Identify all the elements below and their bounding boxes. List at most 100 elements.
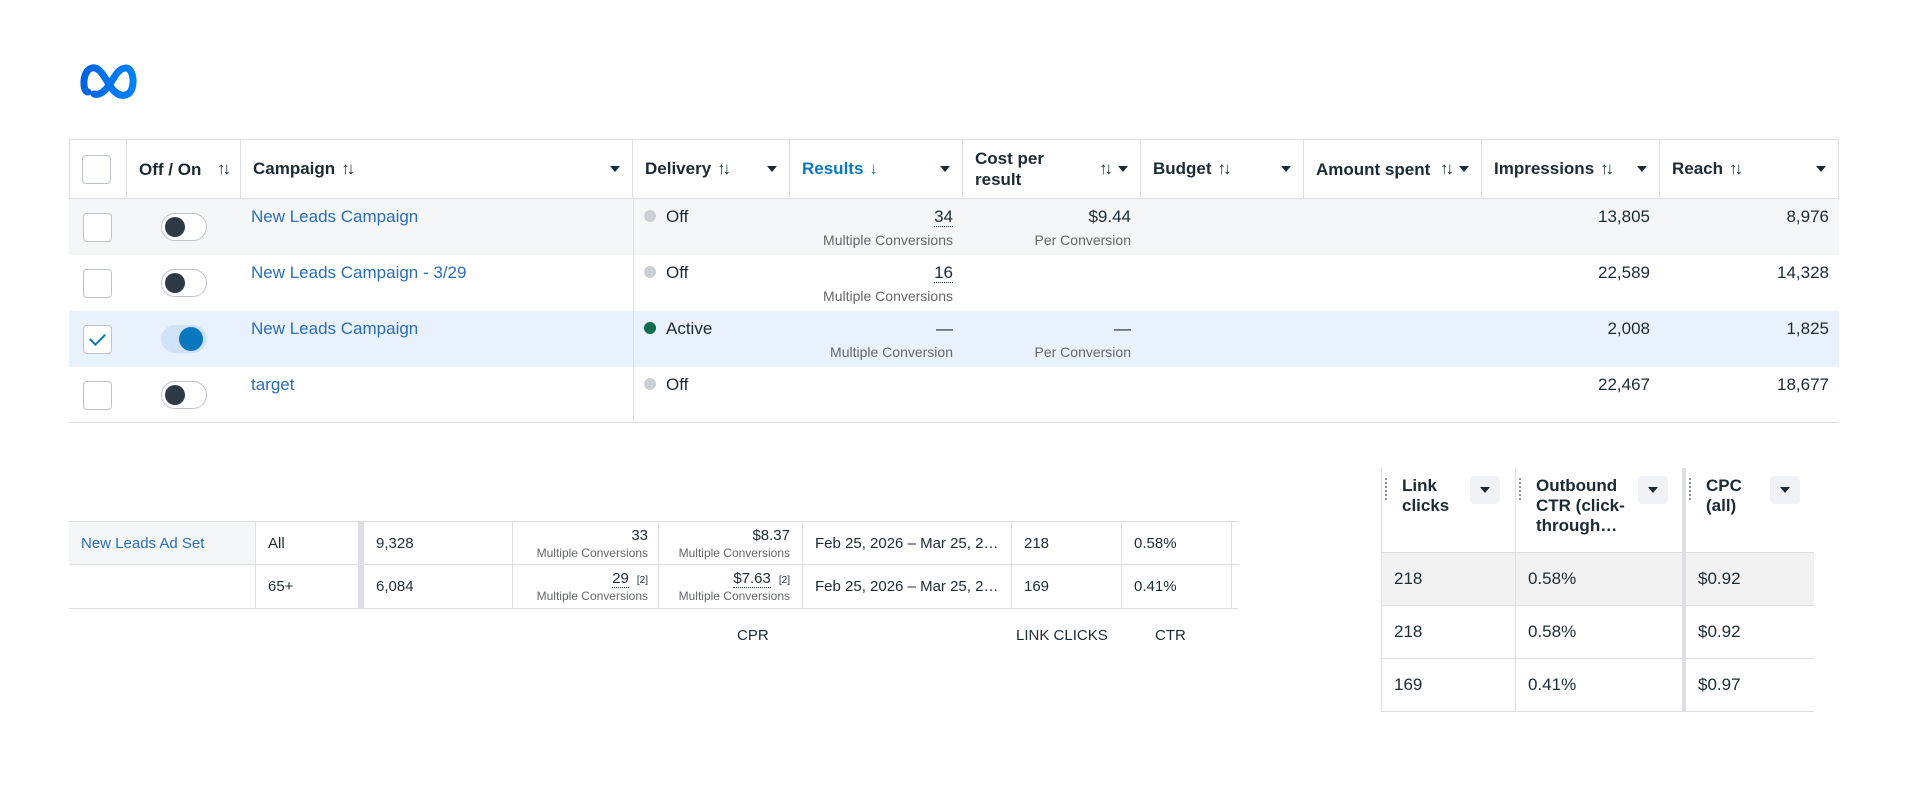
header-cost-per-result-label: Cost per result	[975, 149, 1044, 189]
cpr-value: $8.37	[752, 526, 790, 544]
budget-cell	[1141, 255, 1304, 311]
column-menu-caret-icon[interactable]	[1637, 166, 1647, 172]
row-toggle-cell	[127, 255, 241, 311]
delivery-status-dot-icon	[644, 378, 656, 390]
sort-icon[interactable]: ↑↓	[1099, 159, 1113, 178]
budget-cell	[1141, 199, 1304, 255]
header-delivery[interactable]: Delivery ↑↓	[633, 140, 790, 198]
campaign-name-link[interactable]: New Leads Campaign	[251, 319, 419, 338]
row-checkbox[interactable]	[83, 381, 112, 410]
campaign-name-cell: New Leads Campaign - 3/29	[241, 255, 633, 311]
row-checkbox[interactable]	[83, 269, 112, 298]
results-value[interactable]: 34	[934, 207, 953, 227]
column-menu-caret-icon[interactable]	[1118, 166, 1128, 172]
header-link-clicks-label: Link clicks	[1402, 476, 1450, 515]
campaign-name-cell: target	[241, 367, 633, 422]
adset-name-link[interactable]: New Leads Ad Set	[81, 534, 205, 552]
delivery-status-dot-icon	[644, 322, 656, 334]
cpr-caption: CPR	[737, 627, 769, 644]
campaign-on-off-toggle[interactable]	[161, 269, 207, 297]
delivery-status-dot-icon	[644, 210, 656, 222]
sort-icon[interactable]: ↑↓	[1217, 159, 1232, 178]
campaign-row[interactable]: New Leads Campaign - 3/29 Off 16 Multiple C…	[69, 255, 1839, 311]
campaign-row[interactable]: New Leads Campaign Off 34 Multiple Conversi…	[69, 199, 1839, 255]
header-amount-spent[interactable]: Amount spent ↑↓	[1304, 140, 1482, 198]
adset-table: New Leads Ad Set All 9,328 33 Multiple C…	[69, 521, 1239, 609]
campaign-on-off-toggle[interactable]	[161, 381, 207, 409]
adset-name-cell[interactable]: New Leads Ad Set	[69, 522, 255, 564]
outbound-ctr-cell: 0.58%	[1515, 553, 1685, 605]
campaign-row[interactable]: New Leads Campaign Active — Multiple Conver…	[69, 311, 1839, 367]
drag-handle-icon[interactable]	[1689, 478, 1692, 500]
cpr-cell: $8.37 Multiple Conversions	[659, 522, 803, 564]
ctr-cell: 0.41%	[1122, 565, 1232, 608]
header-outbound-ctr[interactable]: Outbound CTR (click-through…	[1515, 468, 1685, 552]
results-cell: 16 Multiple Conversions	[790, 255, 963, 311]
column-menu-caret-icon[interactable]	[1770, 476, 1800, 504]
sort-icon[interactable]: ↑↓	[1729, 159, 1743, 178]
campaign-on-off-toggle[interactable]	[161, 213, 207, 241]
results-value[interactable]: 16	[934, 263, 953, 283]
header-reach[interactable]: Reach ↑↓	[1660, 140, 1839, 198]
row-select-cell	[69, 311, 127, 367]
cost-per-result-value: —	[1114, 319, 1131, 338]
drag-handle-icon[interactable]	[1519, 478, 1522, 500]
sort-icon[interactable]: ↑↓	[341, 159, 355, 178]
cpr-value[interactable]: $7.63	[733, 570, 771, 588]
row-checkbox[interactable]	[83, 213, 112, 242]
metrics-row: 218 0.58% $0.92	[1381, 606, 1814, 659]
amount-spent-cell	[1304, 311, 1482, 367]
results-value-wrap: 29 [2]	[612, 570, 648, 588]
sort-icon[interactable]: ↑↓	[717, 159, 731, 178]
amount-spent-cell	[1304, 367, 1482, 422]
header-cost-per-result[interactable]: Cost per result ↑↓	[963, 140, 1141, 198]
column-menu-caret-icon[interactable]	[1816, 166, 1826, 172]
header-toggle[interactable]: Off / On ↑↓	[127, 140, 241, 198]
column-menu-caret-icon[interactable]	[1281, 166, 1291, 172]
toggle-knob	[165, 217, 185, 237]
campaign-row[interactable]: target Off 22,467 18,677	[69, 367, 1839, 423]
column-menu-caret-icon[interactable]	[1459, 166, 1469, 172]
delivery-status: Off	[666, 375, 689, 394]
drag-handle-icon[interactable]	[1385, 478, 1388, 500]
column-menu-caret-icon[interactable]	[1470, 476, 1500, 504]
cpr-cell: $7.63 [2] Multiple Conversions	[659, 565, 803, 608]
row-toggle-cell	[127, 199, 241, 255]
header-results[interactable]: Results ↓	[790, 140, 963, 198]
cost-per-result-cell	[963, 255, 1141, 311]
age-cell: 65+	[255, 565, 359, 608]
header-campaign[interactable]: Campaign ↑↓	[241, 140, 633, 198]
ctr-cell: 0.58%	[1122, 522, 1232, 564]
header-cpc-label: CPC (all)	[1706, 476, 1742, 515]
column-menu-caret-icon[interactable]	[940, 166, 950, 172]
campaign-name-link[interactable]: New Leads Campaign	[251, 207, 419, 226]
results-value[interactable]: —	[936, 319, 953, 338]
column-menu-caret-icon[interactable]	[1638, 476, 1668, 504]
date-cell: Feb 25, 2026 – Mar 25, 2…	[803, 522, 1012, 564]
header-outbound-ctr-label: Outbound CTR (click-through…	[1536, 476, 1625, 535]
campaign-name-cell: New Leads Campaign	[241, 311, 633, 367]
results-sub: Multiple Conversions	[536, 589, 648, 603]
sort-icon[interactable]: ↑↓	[1600, 159, 1614, 178]
select-all-checkbox[interactable]	[82, 154, 111, 184]
header-amount-spent-label: Amount spent	[1316, 159, 1431, 179]
results-value[interactable]: 29	[612, 570, 629, 588]
reach-cell: 18,677	[1777, 375, 1829, 394]
campaign-name-link[interactable]: target	[251, 375, 295, 394]
sort-desc-icon[interactable]: ↓	[869, 159, 878, 178]
sort-icon[interactable]: ↑↓	[1440, 159, 1454, 178]
impressions-cell: 9,328	[359, 522, 513, 564]
link-clicks-cell: 218	[1381, 553, 1515, 605]
header-impressions[interactable]: Impressions ↑↓	[1482, 140, 1660, 198]
date-cell: Feb 25, 2026 – Mar 25, 2…	[803, 565, 1012, 608]
header-budget[interactable]: Budget ↑↓	[1141, 140, 1304, 198]
column-menu-caret-icon[interactable]	[767, 166, 777, 172]
header-cpc[interactable]: CPC (all)	[1685, 468, 1814, 552]
campaign-on-off-toggle[interactable]	[161, 325, 207, 353]
row-checkbox[interactable]	[83, 325, 112, 354]
header-link-clicks[interactable]: Link clicks	[1381, 468, 1515, 552]
campaign-name-link[interactable]: New Leads Campaign - 3/29	[251, 263, 467, 282]
header-budget-label: Budget	[1153, 159, 1212, 178]
sort-icon[interactable]: ↑↓	[217, 159, 231, 178]
column-menu-caret-icon[interactable]	[610, 166, 620, 172]
